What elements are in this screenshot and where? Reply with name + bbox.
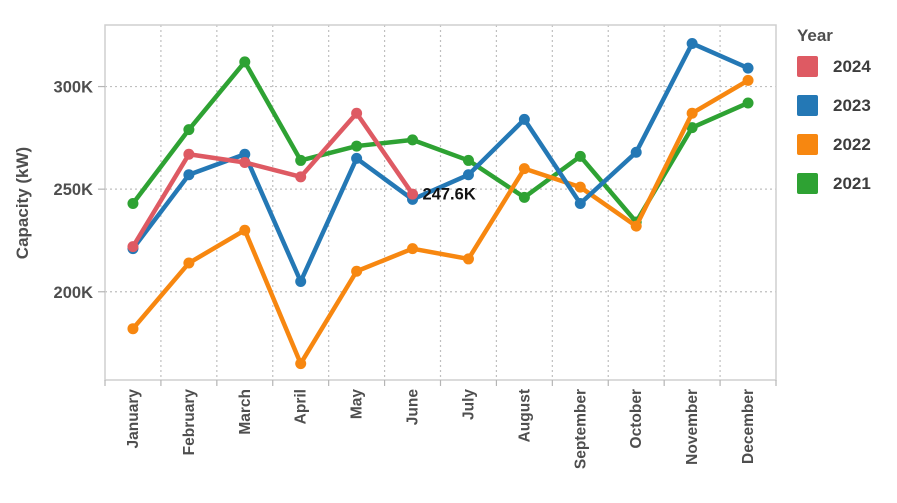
data-point-2022-march[interactable]	[239, 224, 251, 236]
series-line-2024[interactable]	[130, 110, 415, 249]
x-tick-label-july: July	[460, 389, 477, 420]
data-point-2022-october[interactable]	[630, 220, 642, 232]
data-point-2023-december[interactable]	[742, 62, 754, 74]
data-point-2021-july[interactable]	[462, 154, 474, 166]
legend-swatch-2023	[797, 95, 818, 116]
x-tick-label-august: August	[516, 389, 533, 442]
data-point-2021-december[interactable]	[742, 97, 754, 109]
data-point-2024-june[interactable]	[407, 188, 419, 200]
data-point-2023-may[interactable]	[351, 152, 363, 164]
data-point-2021-march[interactable]	[239, 56, 251, 68]
y-tick-label-200k: 200K	[54, 284, 94, 302]
data-point-2021-april[interactable]	[295, 154, 307, 166]
legend-swatch-2024	[797, 56, 818, 77]
series-lines	[127, 37, 754, 370]
x-tick-label-october: October	[628, 389, 645, 448]
series-line-2022[interactable]	[130, 78, 751, 366]
legend-title: Year	[797, 26, 833, 45]
data-point-2024-may[interactable]	[351, 107, 363, 119]
data-point-2022-may[interactable]	[351, 265, 363, 277]
x-tick-label-november: November	[684, 389, 701, 465]
x-tick-labels: January February March April May June July Augu…	[125, 389, 757, 470]
legend: Year 2024 2023 2022 2021	[793, 26, 893, 212]
data-point-2023-october[interactable]	[630, 146, 642, 158]
legend-label: 2021	[833, 173, 871, 193]
data-point-2023-november[interactable]	[686, 37, 698, 49]
data-point-2022-april[interactable]	[295, 358, 307, 370]
legend-label: 2024	[833, 56, 871, 76]
data-point-2022-june[interactable]	[407, 243, 419, 255]
data-point-2023-august[interactable]	[518, 113, 530, 125]
y-tick-label-250k: 250K	[54, 181, 94, 199]
data-point-2022-december[interactable]	[742, 74, 754, 86]
x-tick-label-april: April	[293, 389, 310, 424]
legend-items: 2024 2023 2022 2021	[793, 56, 893, 194]
data-point-2023-march[interactable]	[239, 148, 251, 160]
data-point-2021-june[interactable]	[407, 134, 419, 146]
data-point-2022-january[interactable]	[127, 323, 139, 335]
data-point-2022-july[interactable]	[462, 253, 474, 265]
legend-swatch-2021	[797, 173, 818, 194]
x-tick-label-june: June	[405, 389, 422, 426]
data-point-2023-april[interactable]	[295, 276, 307, 288]
x-tick-label-february: February	[181, 389, 198, 456]
data-point-2021-august[interactable]	[518, 191, 530, 203]
data-point-2021-may[interactable]	[351, 140, 363, 152]
data-point-2024-march[interactable]	[239, 156, 251, 168]
legend-label: 2023	[833, 95, 871, 115]
data-point-2022-september[interactable]	[574, 181, 586, 193]
data-point-2024-february[interactable]	[183, 148, 195, 160]
legend-item-2024[interactable]: 2024	[793, 56, 893, 77]
data-point-2024-april[interactable]	[295, 171, 307, 183]
data-point-2021-september[interactable]	[574, 150, 586, 162]
y-tick-label-300k: 300K	[54, 79, 94, 97]
data-point-2021-november[interactable]	[686, 122, 698, 134]
data-point-2023-february[interactable]	[183, 169, 195, 181]
axis-ticks	[98, 85, 777, 386]
legend-item-2023[interactable]: 2023	[793, 95, 893, 116]
legend-swatch-2022	[797, 134, 818, 155]
x-tick-label-january: January	[125, 389, 142, 449]
data-point-2024-january[interactable]	[127, 241, 139, 253]
point-annotation: 247.6K	[423, 186, 476, 204]
data-point-2022-august[interactable]	[518, 163, 530, 175]
data-point-2021-january[interactable]	[127, 198, 139, 210]
series-line-2023[interactable]	[130, 41, 751, 284]
data-point-2023-september[interactable]	[574, 198, 586, 210]
y-tick-labels: 200K 250K 300K	[54, 79, 94, 302]
data-point-2022-february[interactable]	[183, 257, 195, 269]
data-point-2022-november[interactable]	[686, 107, 698, 119]
x-tick-label-december: December	[740, 389, 757, 464]
y-axis-title: Capacity (kW)	[13, 147, 32, 259]
x-tick-label-may: May	[349, 389, 366, 420]
data-point-2023-july[interactable]	[462, 169, 474, 181]
data-point-2021-february[interactable]	[183, 124, 195, 136]
legend-item-2021[interactable]: 2021	[793, 173, 893, 194]
x-tick-label-september: September	[572, 389, 589, 469]
legend-item-2022[interactable]: 2022	[793, 134, 893, 155]
x-tick-label-march: March	[237, 389, 254, 435]
legend-label: 2022	[833, 134, 871, 154]
